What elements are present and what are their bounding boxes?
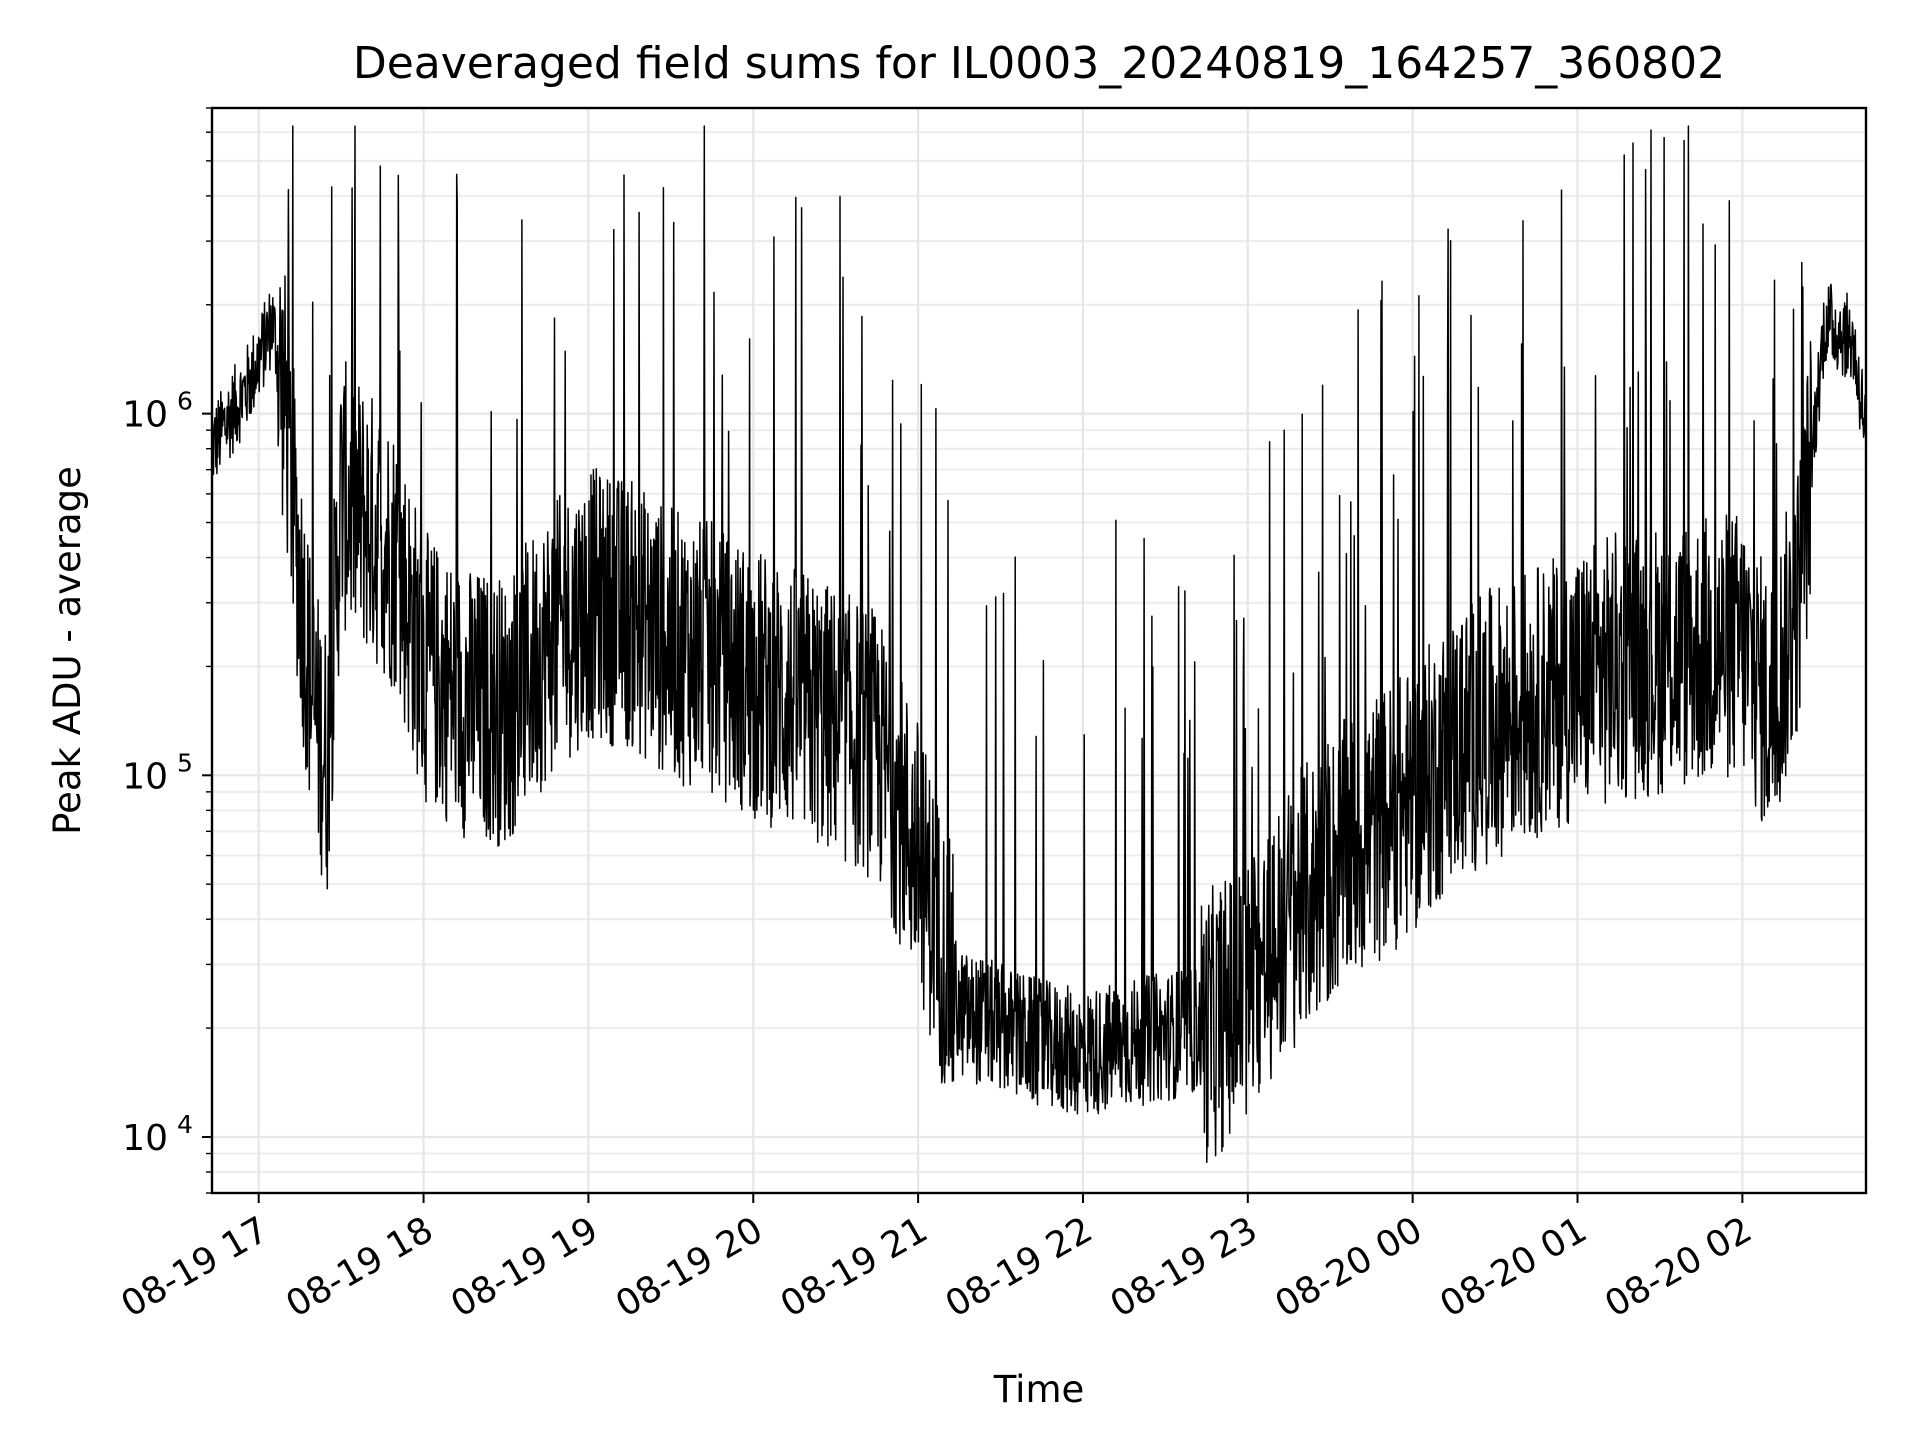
y-tick-exponent: 5: [177, 748, 193, 777]
x-axis-label: Time: [993, 1368, 1085, 1411]
grid: [212, 107, 1866, 1194]
y-tick-exponent: 6: [177, 387, 193, 416]
y-tick-exponent: 4: [177, 1110, 193, 1139]
plot-frame: [210, 106, 1868, 1195]
y-axis: 10 4 10 5 10 6: [122, 107, 212, 1194]
chart-title: Deaveraged field sums for IL0003_2024081…: [353, 38, 1725, 89]
series-layer: [211, 125, 1867, 1164]
y-tick-label: 10: [122, 395, 168, 436]
series-line: [211, 125, 1867, 1164]
y-tick-label: 10: [122, 1118, 168, 1159]
y-axis-label: Peak ADU - average: [46, 466, 89, 835]
y-tick-label: 10: [122, 756, 168, 797]
